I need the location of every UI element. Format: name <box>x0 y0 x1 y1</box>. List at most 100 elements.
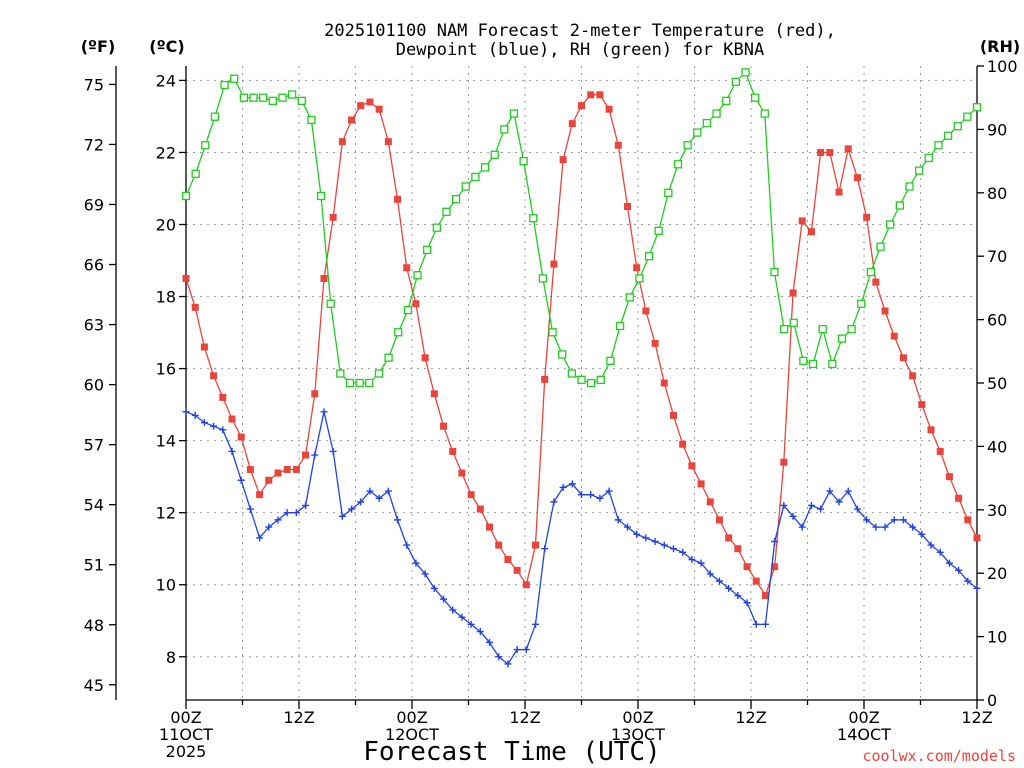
dewpoint-point <box>191 411 199 419</box>
dewpoint-point <box>780 501 788 509</box>
celsius-tick-label: 16 <box>156 360 176 379</box>
dewpoint-point <box>237 476 245 484</box>
temperature-point <box>449 447 457 455</box>
dewpoint-point <box>863 516 871 524</box>
celsius-tick-label: 24 <box>156 71 176 90</box>
temperature-point <box>329 213 337 221</box>
temperature-point <box>817 148 825 156</box>
temperature-point <box>780 458 788 466</box>
rh-point <box>297 96 306 106</box>
rh-point <box>461 182 470 191</box>
dewpoint-point <box>596 494 604 502</box>
temperature-point <box>440 422 448 430</box>
temperature-point <box>246 465 254 473</box>
chart-title-line1: 2025101100 NAM Forecast 2-meter Temperat… <box>324 21 836 41</box>
rh-point <box>287 90 297 99</box>
dewpoint-point <box>817 505 825 513</box>
rh-point <box>953 122 962 131</box>
rh-point <box>596 375 605 384</box>
dewpoint-point <box>210 422 218 430</box>
dewpoint-point <box>440 595 448 603</box>
dewpoint-point <box>302 501 310 509</box>
dewpoint-point <box>256 534 264 542</box>
temperature-point <box>366 98 374 106</box>
rh-tick-label: 0 <box>987 691 997 710</box>
temperature-point <box>605 105 613 113</box>
temperature-point <box>789 289 797 297</box>
dewpoint-point <box>725 584 733 592</box>
dewpoint-point <box>228 447 236 455</box>
temperature-point <box>550 260 558 268</box>
temperature-point <box>936 447 944 455</box>
dewpoint-point <box>458 613 466 621</box>
dewpoint-point <box>651 538 659 545</box>
dewpoint-point <box>936 548 944 556</box>
dewpoint-point <box>394 516 402 524</box>
fahrenheit-tick-label: 63 <box>84 316 104 335</box>
rh-point <box>384 353 393 362</box>
rh-point <box>828 359 837 369</box>
temperature-point <box>283 465 291 473</box>
temperature-point <box>899 354 907 362</box>
rh-point <box>201 141 210 150</box>
dewpoint-point <box>660 541 668 549</box>
dewpoint-point <box>421 570 429 578</box>
rh-point <box>394 328 403 337</box>
temperature-point <box>578 102 585 110</box>
temperature-point <box>918 401 926 409</box>
dewpoint-point <box>384 487 392 495</box>
rh-point <box>654 226 663 235</box>
rh-point <box>471 172 480 182</box>
dewpoint-point <box>587 491 595 499</box>
rh-point <box>866 267 876 277</box>
dewpoint-point <box>357 498 365 506</box>
rh-tick-label: 70 <box>987 247 1007 266</box>
dewpoint-point <box>872 523 880 531</box>
fahrenheit-tick-label: 54 <box>84 496 104 515</box>
temperature-line <box>185 94 978 598</box>
temperature-point <box>384 138 392 146</box>
temperature-point <box>228 415 236 423</box>
dewpoint-point <box>844 487 852 495</box>
dewpoint-point <box>513 646 521 654</box>
celsius-tick-label: 12 <box>156 504 176 523</box>
temperature-point <box>375 105 383 113</box>
dewpoint-point <box>412 559 420 567</box>
axes <box>115 66 978 701</box>
rh-point <box>586 378 596 388</box>
rh-point <box>895 201 904 210</box>
unit-label-fahrenheit: (ºF) <box>81 37 116 56</box>
dewpoint-point <box>789 512 797 520</box>
celsius-tick-label: 8 <box>166 648 176 667</box>
temperature-point <box>541 375 549 383</box>
dewpoint-point <box>623 523 631 531</box>
dewpoint-point <box>182 408 190 416</box>
dewpoint-point <box>486 638 494 646</box>
temperature-point <box>522 581 530 589</box>
temperature-point <box>394 195 402 203</box>
temperature-point <box>669 411 677 419</box>
dewpoint-point <box>522 646 530 654</box>
dewpoint-point <box>476 628 484 636</box>
fahrenheit-tick-label: 48 <box>84 616 104 635</box>
temperature-point <box>835 188 843 196</box>
dewpoint-point <box>338 512 346 520</box>
dewpoint-point <box>605 487 613 495</box>
temperature-point <box>265 476 273 484</box>
rh-point <box>750 93 760 102</box>
rh-point <box>181 191 191 201</box>
rh-tick-label: 30 <box>987 501 1007 520</box>
fahrenheit-tick-label: 51 <box>84 556 104 575</box>
unit-label-rh: (RH) <box>980 37 1020 56</box>
chart-title-line2: Dewpoint (blue), RH (green) for KBNA <box>396 40 764 60</box>
temperature-point <box>863 213 871 221</box>
x-tick-label: 12Z <box>283 708 314 727</box>
dewpoint-point <box>807 501 815 509</box>
rh-point <box>548 328 557 337</box>
temperature-point <box>642 307 650 315</box>
x-tick-label: 12Z <box>735 708 766 727</box>
rh-point <box>837 334 847 343</box>
rh-point <box>558 350 567 359</box>
temperature-point <box>844 145 852 153</box>
temperature-point <box>182 275 190 283</box>
